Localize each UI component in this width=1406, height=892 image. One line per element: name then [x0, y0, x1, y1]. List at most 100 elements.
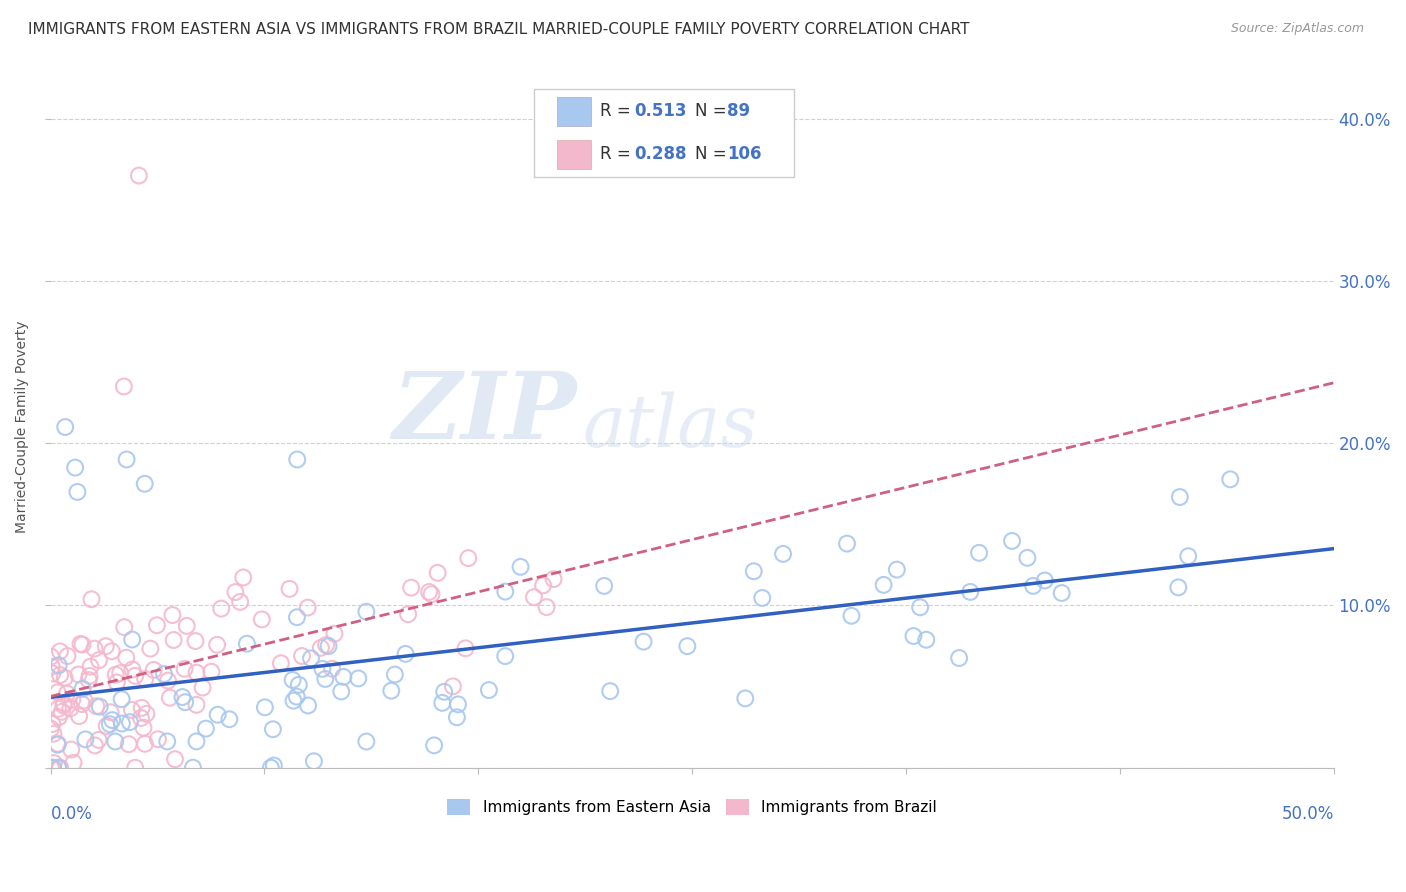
- Point: [262, 723, 284, 737]
- Point: [278, 582, 301, 596]
- Point: [131, 701, 153, 715]
- Point: [79, 659, 101, 673]
- Point: [134, 672, 156, 686]
- Point: [46, 761, 69, 775]
- Point: [134, 737, 156, 751]
- Point: [1033, 574, 1056, 588]
- Text: 0.513: 0.513: [634, 103, 686, 120]
- Point: [56, 649, 79, 664]
- Point: [523, 590, 546, 604]
- Point: [60, 742, 83, 756]
- Point: [494, 649, 516, 664]
- Point: [1177, 549, 1199, 564]
- Point: [356, 605, 378, 619]
- Point: [75, 732, 97, 747]
- Point: [432, 696, 454, 710]
- Point: [593, 579, 616, 593]
- Point: [948, 651, 970, 665]
- Text: N =: N =: [695, 103, 731, 120]
- Point: [299, 651, 322, 665]
- Point: [146, 618, 169, 632]
- Point: [186, 698, 208, 712]
- Point: [1001, 533, 1024, 548]
- Point: [311, 662, 333, 676]
- Point: [156, 734, 179, 748]
- Point: [176, 619, 198, 633]
- Point: [1168, 490, 1191, 504]
- Point: [433, 685, 456, 699]
- Point: [229, 595, 252, 609]
- Point: [79, 669, 101, 683]
- Point: [426, 566, 449, 580]
- Point: [94, 639, 117, 653]
- Point: [285, 610, 308, 624]
- Point: [121, 632, 143, 647]
- Point: [205, 638, 228, 652]
- Point: [46, 738, 69, 752]
- Point: [676, 639, 699, 653]
- Point: [163, 633, 186, 648]
- Point: [104, 667, 127, 681]
- Point: [396, 607, 419, 622]
- Text: R =: R =: [600, 103, 637, 120]
- Point: [384, 667, 406, 681]
- Point: [153, 667, 176, 681]
- Point: [903, 629, 925, 643]
- Point: [142, 663, 165, 677]
- Text: 89: 89: [727, 103, 749, 120]
- Point: [163, 752, 186, 766]
- Point: [60, 693, 83, 707]
- Point: [967, 546, 990, 560]
- Point: [250, 612, 273, 626]
- Point: [111, 692, 134, 706]
- Point: [281, 673, 304, 687]
- Text: R =: R =: [600, 145, 637, 163]
- Point: [543, 572, 565, 586]
- Point: [457, 551, 479, 566]
- Text: Source: ZipAtlas.com: Source: ZipAtlas.com: [1230, 22, 1364, 36]
- Point: [1219, 472, 1241, 486]
- Point: [87, 653, 110, 667]
- Point: [42, 761, 65, 775]
- Point: [420, 587, 443, 601]
- Point: [39, 761, 62, 775]
- Point: [49, 761, 72, 775]
- Point: [41, 717, 63, 731]
- Point: [87, 733, 110, 747]
- Point: [83, 641, 105, 656]
- Point: [73, 693, 96, 707]
- Point: [302, 754, 325, 768]
- Point: [118, 737, 141, 751]
- Point: [156, 673, 179, 688]
- Point: [86, 699, 108, 714]
- Point: [173, 662, 195, 676]
- Point: [447, 698, 470, 712]
- Point: [314, 672, 336, 686]
- Point: [89, 699, 111, 714]
- Point: [162, 607, 184, 622]
- Point: [132, 721, 155, 735]
- Point: [108, 666, 131, 681]
- Point: [321, 662, 343, 676]
- Point: [253, 700, 276, 714]
- Point: [46, 702, 69, 716]
- Point: [129, 711, 152, 725]
- Point: [124, 761, 146, 775]
- Point: [441, 679, 464, 693]
- Y-axis label: Married-Couple Family Poverty: Married-Couple Family Poverty: [15, 321, 30, 533]
- Point: [270, 657, 292, 671]
- Text: N =: N =: [695, 145, 731, 163]
- Point: [908, 600, 931, 615]
- Point: [159, 690, 181, 705]
- Point: [835, 536, 858, 550]
- Point: [52, 697, 75, 711]
- Point: [285, 690, 308, 704]
- Point: [134, 476, 156, 491]
- Point: [751, 591, 773, 605]
- Point: [886, 563, 908, 577]
- Point: [112, 379, 135, 393]
- Point: [181, 761, 204, 775]
- Point: [734, 691, 756, 706]
- Point: [236, 637, 259, 651]
- Point: [772, 547, 794, 561]
